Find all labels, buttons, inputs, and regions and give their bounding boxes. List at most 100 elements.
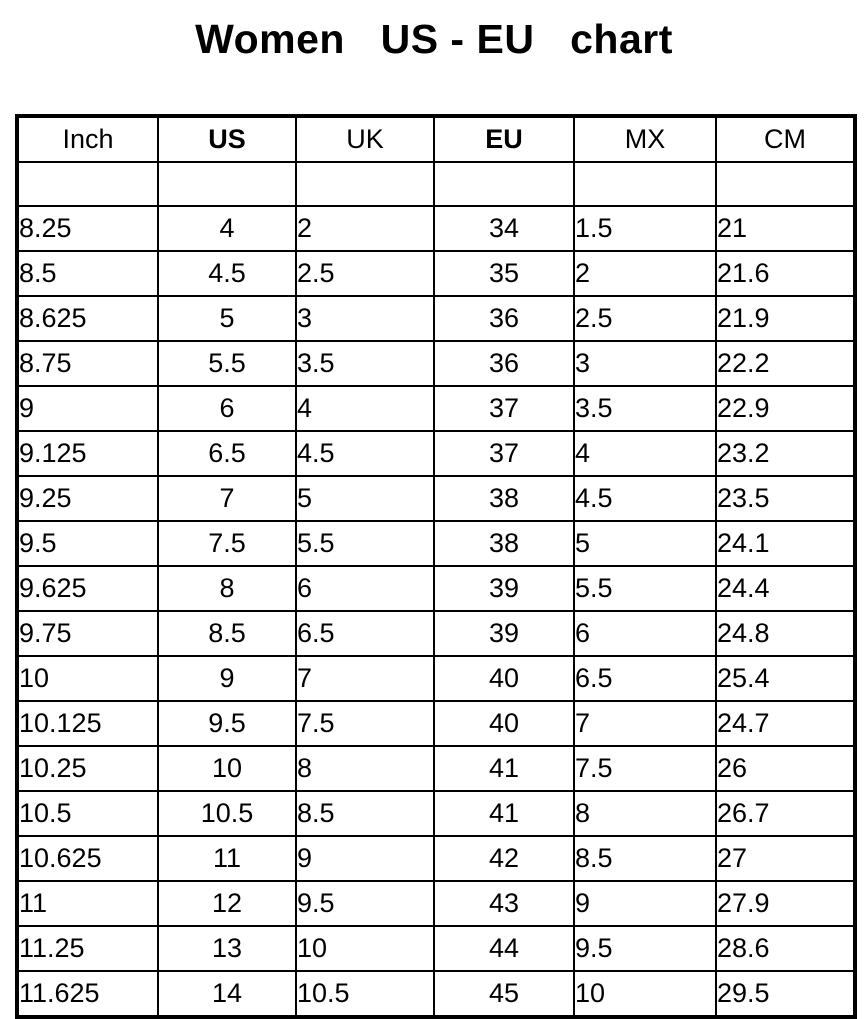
cell-us: 4.5 xyxy=(157,250,297,297)
table-row: 8.75 5.5 3.5 36 3 22.2 xyxy=(16,340,856,387)
cell-uk: 6 xyxy=(295,565,435,612)
cell-cm: 27.9 xyxy=(715,880,856,927)
cell-cm: 22.2 xyxy=(715,340,856,387)
cell-uk: 9 xyxy=(295,835,435,882)
cell-eu: 43 xyxy=(433,880,575,927)
cell-mx: 4 xyxy=(573,430,717,477)
column-header-uk: UK xyxy=(295,115,435,163)
cell-mx: 9.5 xyxy=(573,925,717,972)
table-row: 9.125 6.5 4.5 37 4 23.2 xyxy=(16,430,856,477)
table-row: 8.25 4 2 34 1.5 21 xyxy=(16,205,856,252)
cell-inch: 8.625 xyxy=(16,295,159,342)
cell-mx: 7.5 xyxy=(573,745,717,792)
cell-mx: 5.5 xyxy=(573,565,717,612)
cell-us: 8.5 xyxy=(157,610,297,657)
cell-inch: 10.125 xyxy=(16,700,159,747)
cell-uk: 7.5 xyxy=(295,700,435,747)
cell-eu: 36 xyxy=(433,295,575,342)
cell-cm: 21.6 xyxy=(715,250,856,297)
cell-mx: 4.5 xyxy=(573,475,717,522)
cell-us: 7 xyxy=(157,475,297,522)
cell-cm: 21 xyxy=(715,205,856,252)
table-row: 9.5 7.5 5.5 38 5 24.1 xyxy=(16,520,856,567)
cell-cm: 28.6 xyxy=(715,925,856,972)
cell-us: 12 xyxy=(157,880,297,927)
cell-eu: 42 xyxy=(433,835,575,882)
cell-uk: 7 xyxy=(295,655,435,702)
table-row: 11.25 13 10 44 9.5 28.6 xyxy=(16,925,856,972)
cell-us: 9.5 xyxy=(157,700,297,747)
cell-eu: 41 xyxy=(433,790,575,837)
cell-inch: 10.625 xyxy=(16,835,159,882)
cell-inch: 9.625 xyxy=(16,565,159,612)
cell-uk: 8 xyxy=(295,745,435,792)
cell-cm: 26.7 xyxy=(715,790,856,837)
cell-us: 13 xyxy=(157,925,297,972)
page-title: Women US - EU chart xyxy=(195,16,673,62)
table-row: 9.625 8 6 39 5.5 24.4 xyxy=(16,565,856,612)
column-header-cm: CM xyxy=(715,115,856,163)
cell-us: 11 xyxy=(157,835,297,882)
cell-inch: 11 xyxy=(16,880,159,927)
table-row: 9 6 4 37 3.5 22.9 xyxy=(16,385,856,432)
cell-eu: 37 xyxy=(433,430,575,477)
cell-eu: 39 xyxy=(433,565,575,612)
spacer-cell-us xyxy=(157,161,297,207)
cell-uk: 5.5 xyxy=(295,520,435,567)
cell-mx: 5 xyxy=(573,520,717,567)
cell-us: 14 xyxy=(157,970,297,1018)
cell-cm: 21.9 xyxy=(715,295,856,342)
header-row: Inch US UK EU MX CM xyxy=(16,115,856,163)
cell-mx: 8 xyxy=(573,790,717,837)
cell-us: 8 xyxy=(157,565,297,612)
cell-inch: 9.125 xyxy=(16,430,159,477)
cell-us: 5.5 xyxy=(157,340,297,387)
spacer-cell-cm xyxy=(715,161,856,207)
cell-us: 6 xyxy=(157,385,297,432)
cell-eu: 37 xyxy=(433,385,575,432)
table-row: 11.625 14 10.5 45 10 29.5 xyxy=(16,970,856,1018)
size-conversion-table: Inch US UK EU MX CM 8.25 4 2 34 1.5 21 8.5 4.5 2… xyxy=(15,114,857,1019)
cell-cm: 27 xyxy=(715,835,856,882)
cell-eu: 39 xyxy=(433,610,575,657)
cell-inch: 9 xyxy=(16,385,159,432)
cell-mx: 7 xyxy=(573,700,717,747)
cell-eu: 44 xyxy=(433,925,575,972)
cell-cm: 26 xyxy=(715,745,856,792)
cell-inch: 10.25 xyxy=(16,745,159,792)
table-row: 9.75 8.5 6.5 39 6 24.8 xyxy=(16,610,856,657)
cell-inch: 9.5 xyxy=(16,520,159,567)
cell-us: 10.5 xyxy=(157,790,297,837)
cell-eu: 40 xyxy=(433,655,575,702)
table-row: 9.25 7 5 38 4.5 23.5 xyxy=(16,475,856,522)
column-header-us: US xyxy=(157,115,297,163)
table-header: Inch US UK EU MX CM xyxy=(16,115,856,163)
cell-uk: 2 xyxy=(295,205,435,252)
cell-inch: 9.75 xyxy=(16,610,159,657)
table-row: 10 9 7 40 6.5 25.4 xyxy=(16,655,856,702)
column-header-inch: Inch xyxy=(16,115,159,163)
table-row: 8.625 5 3 36 2.5 21.9 xyxy=(16,295,856,342)
table-row: 10.25 10 8 41 7.5 26 xyxy=(16,745,856,792)
spacer-cell-inch xyxy=(16,161,159,207)
cell-inch: 11.25 xyxy=(16,925,159,972)
cell-cm: 24.4 xyxy=(715,565,856,612)
cell-cm: 23.5 xyxy=(715,475,856,522)
cell-mx: 3 xyxy=(573,340,717,387)
cell-us: 4 xyxy=(157,205,297,252)
cell-uk: 9.5 xyxy=(295,880,435,927)
cell-inch: 10.5 xyxy=(16,790,159,837)
cell-us: 9 xyxy=(157,655,297,702)
column-header-mx: MX xyxy=(573,115,717,163)
cell-eu: 45 xyxy=(433,970,575,1018)
cell-eu: 36 xyxy=(433,340,575,387)
cell-eu: 41 xyxy=(433,745,575,792)
cell-eu: 34 xyxy=(433,205,575,252)
cell-mx: 6.5 xyxy=(573,655,717,702)
cell-us: 7.5 xyxy=(157,520,297,567)
cell-uk: 5 xyxy=(295,475,435,522)
cell-uk: 10 xyxy=(295,925,435,972)
cell-mx: 2.5 xyxy=(573,295,717,342)
cell-eu: 40 xyxy=(433,700,575,747)
